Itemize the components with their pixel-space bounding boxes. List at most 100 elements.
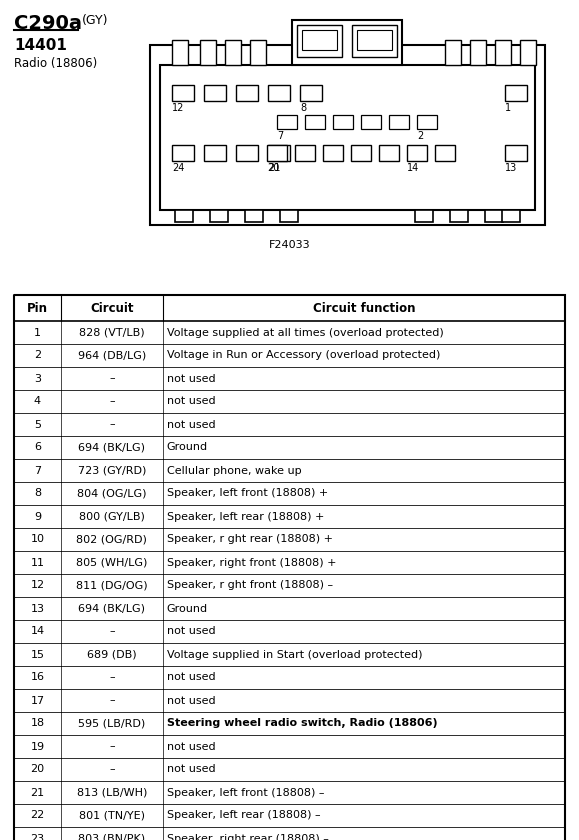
Bar <box>300 85 322 101</box>
Bar <box>14 643 565 666</box>
Text: Speaker, left front (18808) +: Speaker, left front (18808) + <box>167 489 328 498</box>
Bar <box>14 390 565 413</box>
Text: not used: not used <box>167 673 215 682</box>
Bar <box>267 145 287 161</box>
Bar <box>14 781 565 804</box>
Text: 803 (BN/PK): 803 (BN/PK) <box>78 833 145 840</box>
Text: 12: 12 <box>30 580 45 591</box>
Text: 828 (VT/LB): 828 (VT/LB) <box>79 328 145 338</box>
Text: –: – <box>109 396 115 407</box>
Bar <box>150 45 545 225</box>
Bar <box>200 40 216 65</box>
Bar <box>295 145 315 161</box>
Text: –: – <box>109 696 115 706</box>
Text: 14401: 14401 <box>14 38 67 53</box>
Bar <box>485 210 503 222</box>
Bar <box>277 115 297 129</box>
Text: Speaker, r ght rear (18808) +: Speaker, r ght rear (18808) + <box>167 534 333 544</box>
Text: 19: 19 <box>30 742 45 752</box>
Text: 811 (DG/OG): 811 (DG/OG) <box>76 580 148 591</box>
Bar <box>415 210 433 222</box>
Bar <box>520 40 536 65</box>
Text: 10: 10 <box>31 534 45 544</box>
Text: Speaker, left front (18808) –: Speaker, left front (18808) – <box>167 788 324 797</box>
Bar <box>268 145 290 161</box>
Text: 21: 21 <box>268 163 280 173</box>
Bar <box>14 295 565 321</box>
Bar <box>14 689 565 712</box>
Bar <box>14 597 565 620</box>
Text: 801 (TN/YE): 801 (TN/YE) <box>79 811 145 821</box>
Text: 804 (OG/LG): 804 (OG/LG) <box>77 489 146 498</box>
Text: Cellular phone, wake up: Cellular phone, wake up <box>167 465 302 475</box>
Text: 8: 8 <box>34 489 41 498</box>
Text: –: – <box>109 419 115 429</box>
Text: Circuit: Circuit <box>90 302 134 314</box>
Bar <box>333 115 353 129</box>
Bar <box>445 40 461 65</box>
Text: 23: 23 <box>30 833 45 840</box>
Bar <box>14 344 565 367</box>
Text: 1: 1 <box>34 328 41 338</box>
Text: not used: not used <box>167 374 215 384</box>
Bar <box>14 827 565 840</box>
Text: 12: 12 <box>172 103 184 113</box>
Bar <box>245 210 263 222</box>
Bar <box>14 758 565 781</box>
Text: –: – <box>109 374 115 384</box>
Text: not used: not used <box>167 764 215 774</box>
Text: not used: not used <box>167 742 215 752</box>
Text: Speaker, left rear (18808) –: Speaker, left rear (18808) – <box>167 811 320 821</box>
Text: Steering wheel radio switch, Radio (18806): Steering wheel radio switch, Radio (1880… <box>167 718 437 728</box>
Bar <box>351 145 371 161</box>
Text: Ground: Ground <box>167 603 208 613</box>
Text: not used: not used <box>167 396 215 407</box>
Text: Circuit function: Circuit function <box>313 302 415 314</box>
Bar <box>280 210 298 222</box>
Text: –: – <box>109 764 115 774</box>
Bar <box>14 436 565 459</box>
Bar <box>505 145 527 161</box>
Text: –: – <box>109 673 115 682</box>
Bar <box>160 65 535 210</box>
Bar <box>14 459 565 482</box>
Bar <box>14 574 565 597</box>
Text: 964 (DB/LG): 964 (DB/LG) <box>78 350 146 360</box>
Text: 3: 3 <box>34 374 41 384</box>
Bar <box>435 145 455 161</box>
Text: 24: 24 <box>172 163 184 173</box>
Bar <box>302 30 337 50</box>
Bar <box>14 413 565 436</box>
Text: 800 (GY/LB): 800 (GY/LB) <box>79 512 145 522</box>
Bar <box>204 145 226 161</box>
Text: 8: 8 <box>300 103 306 113</box>
Text: Speaker, r ght front (18808) –: Speaker, r ght front (18808) – <box>167 580 333 591</box>
Bar <box>502 210 520 222</box>
Text: –: – <box>109 742 115 752</box>
Text: Voltage supplied at all times (overload protected): Voltage supplied at all times (overload … <box>167 328 444 338</box>
Text: 2: 2 <box>417 131 423 141</box>
Text: 21: 21 <box>30 788 45 797</box>
Bar <box>417 115 437 129</box>
Text: 694 (BK/LG): 694 (BK/LG) <box>78 443 145 453</box>
Text: 17: 17 <box>30 696 45 706</box>
Text: 813 (LB/WH): 813 (LB/WH) <box>76 788 147 797</box>
Text: 2: 2 <box>34 350 41 360</box>
Bar <box>361 115 381 129</box>
Text: Voltage in Run or Accessory (overload protected): Voltage in Run or Accessory (overload pr… <box>167 350 440 360</box>
Text: not used: not used <box>167 627 215 637</box>
Bar <box>495 40 511 65</box>
Text: C290a: C290a <box>14 14 82 33</box>
Bar <box>357 30 392 50</box>
Text: 7: 7 <box>34 465 41 475</box>
Bar <box>305 115 325 129</box>
Text: 6: 6 <box>34 443 41 453</box>
Text: not used: not used <box>167 419 215 429</box>
Bar <box>14 666 565 689</box>
Bar <box>450 210 468 222</box>
Bar <box>389 115 409 129</box>
Text: 14: 14 <box>407 163 419 173</box>
Text: Ground: Ground <box>167 443 208 453</box>
Bar <box>505 85 527 101</box>
Text: (GY): (GY) <box>82 14 108 27</box>
